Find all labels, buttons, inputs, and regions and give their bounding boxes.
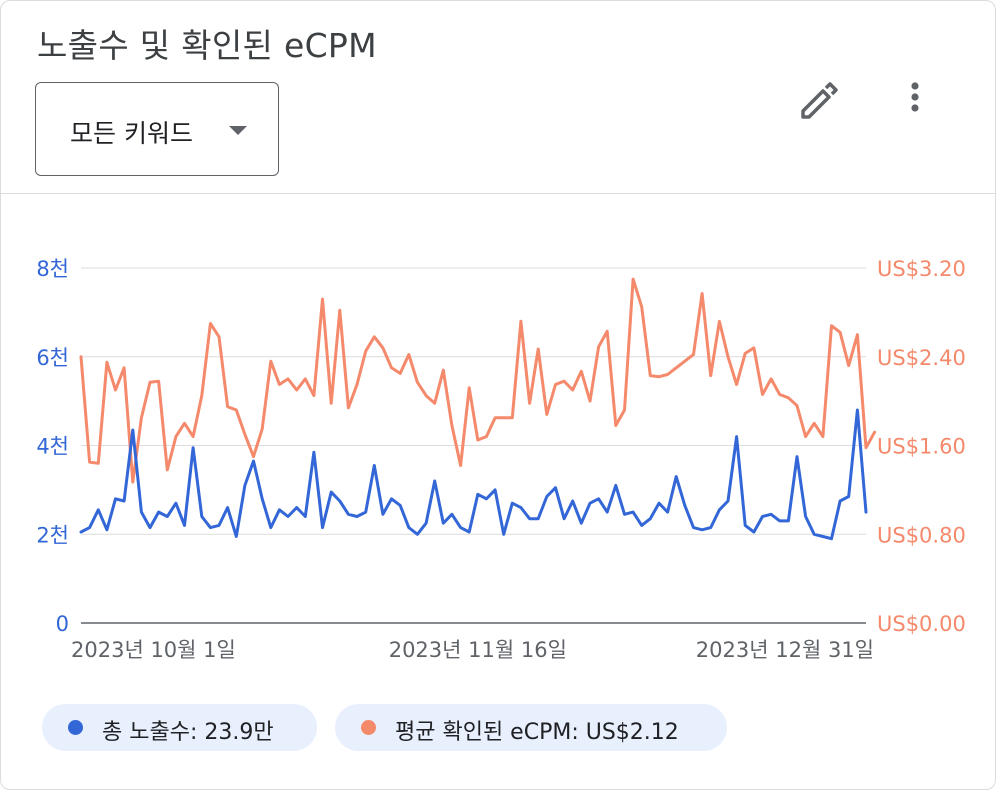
impressions-series-dot	[68, 720, 83, 735]
more-options-button[interactable]	[897, 77, 933, 121]
left-axis-tick-label: 8천	[36, 257, 69, 281]
x-axis-tick-label: 2023년 10월 1일	[71, 638, 236, 662]
legend-impressions-label: 총 노출수: 23.9만	[102, 720, 274, 745]
header-divider	[1, 193, 995, 194]
right-axis-tick-label: US$0.80	[877, 523, 966, 547]
x-axis-tick-label: 2023년 11월 16일	[389, 638, 567, 662]
legend-chip-impressions[interactable]: 총 노출수: 23.9만	[42, 704, 317, 751]
impressions-series-line	[79, 408, 868, 541]
card-title: 노출수 및 확인된 eCPM	[37, 26, 377, 65]
left-axis-tick-label: 6천	[36, 346, 69, 370]
right-axis-tick-label: US$3.20	[877, 257, 966, 281]
caret-down-icon	[229, 126, 247, 135]
ecpm-series-dot	[361, 720, 376, 735]
left-axis-tick-label: 0	[56, 612, 69, 636]
keyword-filter-dropdown[interactable]: 모든 키워드	[35, 82, 279, 176]
line-chart: 0 US$0.00 2천 US$0.80 4천 US$1.60 6천 US$2.40 8천 US$…	[36, 257, 966, 662]
left-axis-tick-label: 4천	[36, 435, 69, 459]
more-vert-icon	[911, 82, 919, 112]
ecpm-series-line	[79, 277, 877, 484]
x-axis-tick-label: 2023년 12월 31일	[696, 638, 874, 662]
right-axis-tick-label: US$0.00	[877, 612, 966, 636]
keyword-filter-value: 모든 키워드	[70, 119, 193, 148]
right-axis-tick-label: US$2.40	[877, 346, 966, 370]
legend-chip-ecpm[interactable]: 평균 확인된 eCPM: US$2.12	[335, 704, 727, 751]
edit-button[interactable]	[797, 77, 841, 121]
left-axis-tick-label: 2천	[36, 523, 69, 547]
legend-ecpm-label: 평균 확인된 eCPM: US$2.12	[395, 720, 679, 745]
right-axis-tick-label: US$1.60	[877, 435, 966, 459]
pencil-icon	[801, 82, 838, 119]
